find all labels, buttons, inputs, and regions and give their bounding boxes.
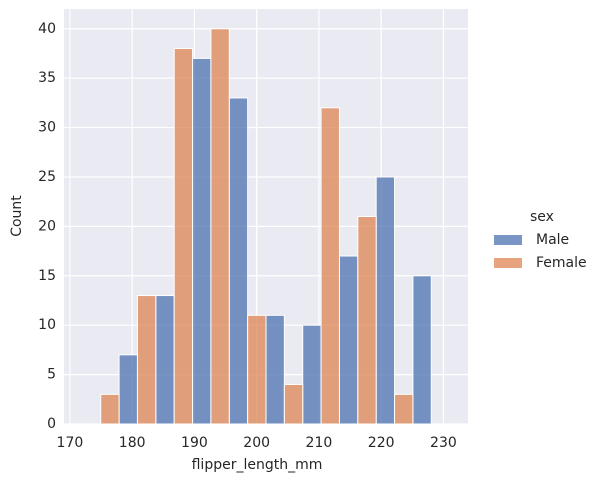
y-tick-label: 10 bbox=[38, 317, 56, 333]
bar bbox=[192, 57, 212, 425]
legend-swatch bbox=[494, 235, 522, 245]
bar bbox=[118, 354, 138, 425]
y-tick-label: 40 bbox=[38, 21, 56, 37]
legend-swatch bbox=[494, 258, 522, 268]
y-tick-label: 25 bbox=[38, 169, 56, 185]
x-tick-label: 180 bbox=[119, 435, 146, 451]
bar bbox=[155, 295, 175, 425]
y-axis-label: Count bbox=[9, 195, 25, 237]
x-axis-label: flipper_length_mm bbox=[192, 457, 323, 473]
x-tick-label: 200 bbox=[243, 435, 270, 451]
y-tick-label: 30 bbox=[38, 120, 56, 136]
legend-title: sex bbox=[530, 209, 554, 225]
x-tick-label: 170 bbox=[57, 435, 84, 451]
y-tick-label: 20 bbox=[38, 218, 56, 234]
y-tick-label: 15 bbox=[38, 268, 56, 284]
bar bbox=[210, 28, 230, 425]
bar bbox=[338, 255, 359, 425]
bar bbox=[173, 48, 194, 425]
x-tick-label: 210 bbox=[306, 435, 333, 451]
legend-label: Male bbox=[536, 232, 569, 248]
x-tick-label: 190 bbox=[181, 435, 208, 451]
bar bbox=[283, 383, 304, 425]
legend-label: Female bbox=[536, 255, 587, 271]
bar bbox=[228, 97, 249, 425]
bar bbox=[302, 324, 322, 425]
y-tick-label: 5 bbox=[47, 367, 56, 383]
bar bbox=[394, 393, 414, 425]
bar bbox=[412, 275, 432, 425]
y-tick-label: 0 bbox=[47, 416, 56, 432]
y-tick-label: 35 bbox=[38, 70, 56, 86]
bar bbox=[100, 393, 120, 425]
x-tick-label: 220 bbox=[368, 435, 395, 451]
x-tick-label: 230 bbox=[430, 435, 457, 451]
bar bbox=[247, 314, 267, 425]
bar bbox=[320, 107, 340, 425]
bar bbox=[136, 295, 157, 425]
bar bbox=[375, 176, 396, 425]
bar bbox=[265, 314, 285, 425]
bar bbox=[357, 216, 377, 425]
